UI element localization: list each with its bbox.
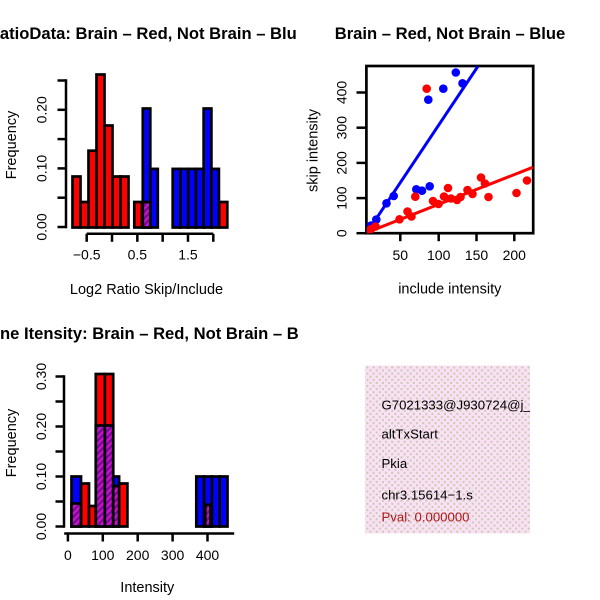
svg-text:100: 100 [91,547,115,563]
svg-text:200: 200 [126,547,150,563]
svg-text:0.5: 0.5 [128,247,148,263]
svg-text:0.10: 0.10 [33,463,49,490]
svg-text:skip intensity: skip intensity [305,108,321,192]
svg-text:0: 0 [64,547,72,563]
svg-text:0.00: 0.00 [33,513,49,540]
svg-text:Intensity: Intensity [120,580,175,596]
svg-text:Frequency: Frequency [4,408,20,477]
svg-text:200: 200 [334,151,350,175]
svg-text:1.5: 1.5 [178,247,198,263]
svg-text:100: 100 [334,186,350,210]
svg-text:400: 400 [334,81,350,105]
svg-text:0.10: 0.10 [34,155,50,182]
svg-text:0.30: 0.30 [33,363,49,390]
svg-text:chr3.15614−1.s: chr3.15614−1.s [382,488,474,503]
svg-text:Brain – Red, Not Brain – Blue: Brain – Red, Not Brain – Blue [335,24,566,43]
svg-text:0.20: 0.20 [34,96,50,123]
svg-text:300: 300 [334,116,350,140]
svg-text:0.20: 0.20 [33,413,49,440]
svg-text:Pkia: Pkia [382,456,408,471]
svg-text:Frequency: Frequency [4,110,20,179]
svg-text:100: 100 [427,247,451,263]
svg-text:50: 50 [393,247,409,263]
svg-text:Gene Itensity: Brain – Red, No: Gene Itensity: Brain – Red, Not Brain – … [0,324,299,343]
svg-text:include intensity: include intensity [398,282,502,298]
svg-text:150: 150 [465,247,489,263]
svg-text:−0.5: −0.5 [73,247,101,263]
svg-text:200: 200 [503,247,527,263]
svg-text:0: 0 [334,229,350,237]
svg-text:300: 300 [161,547,185,563]
svg-text:Log2 Ratio Skip/Include: Log2 Ratio Skip/Include [70,282,223,298]
svg-text:altTxStart: altTxStart [382,427,439,442]
svg-text:RatioData: Brain – Red, Not Br: RatioData: Brain – Red, Not Brain – Blu [0,24,297,43]
svg-text:400: 400 [196,547,220,563]
svg-text:Pval: 0.000000: Pval: 0.000000 [382,510,470,525]
svg-text:0.00: 0.00 [34,213,50,240]
svg-text:G7021333@J930724@j_at: G7021333@J930724@j_at [382,398,543,413]
